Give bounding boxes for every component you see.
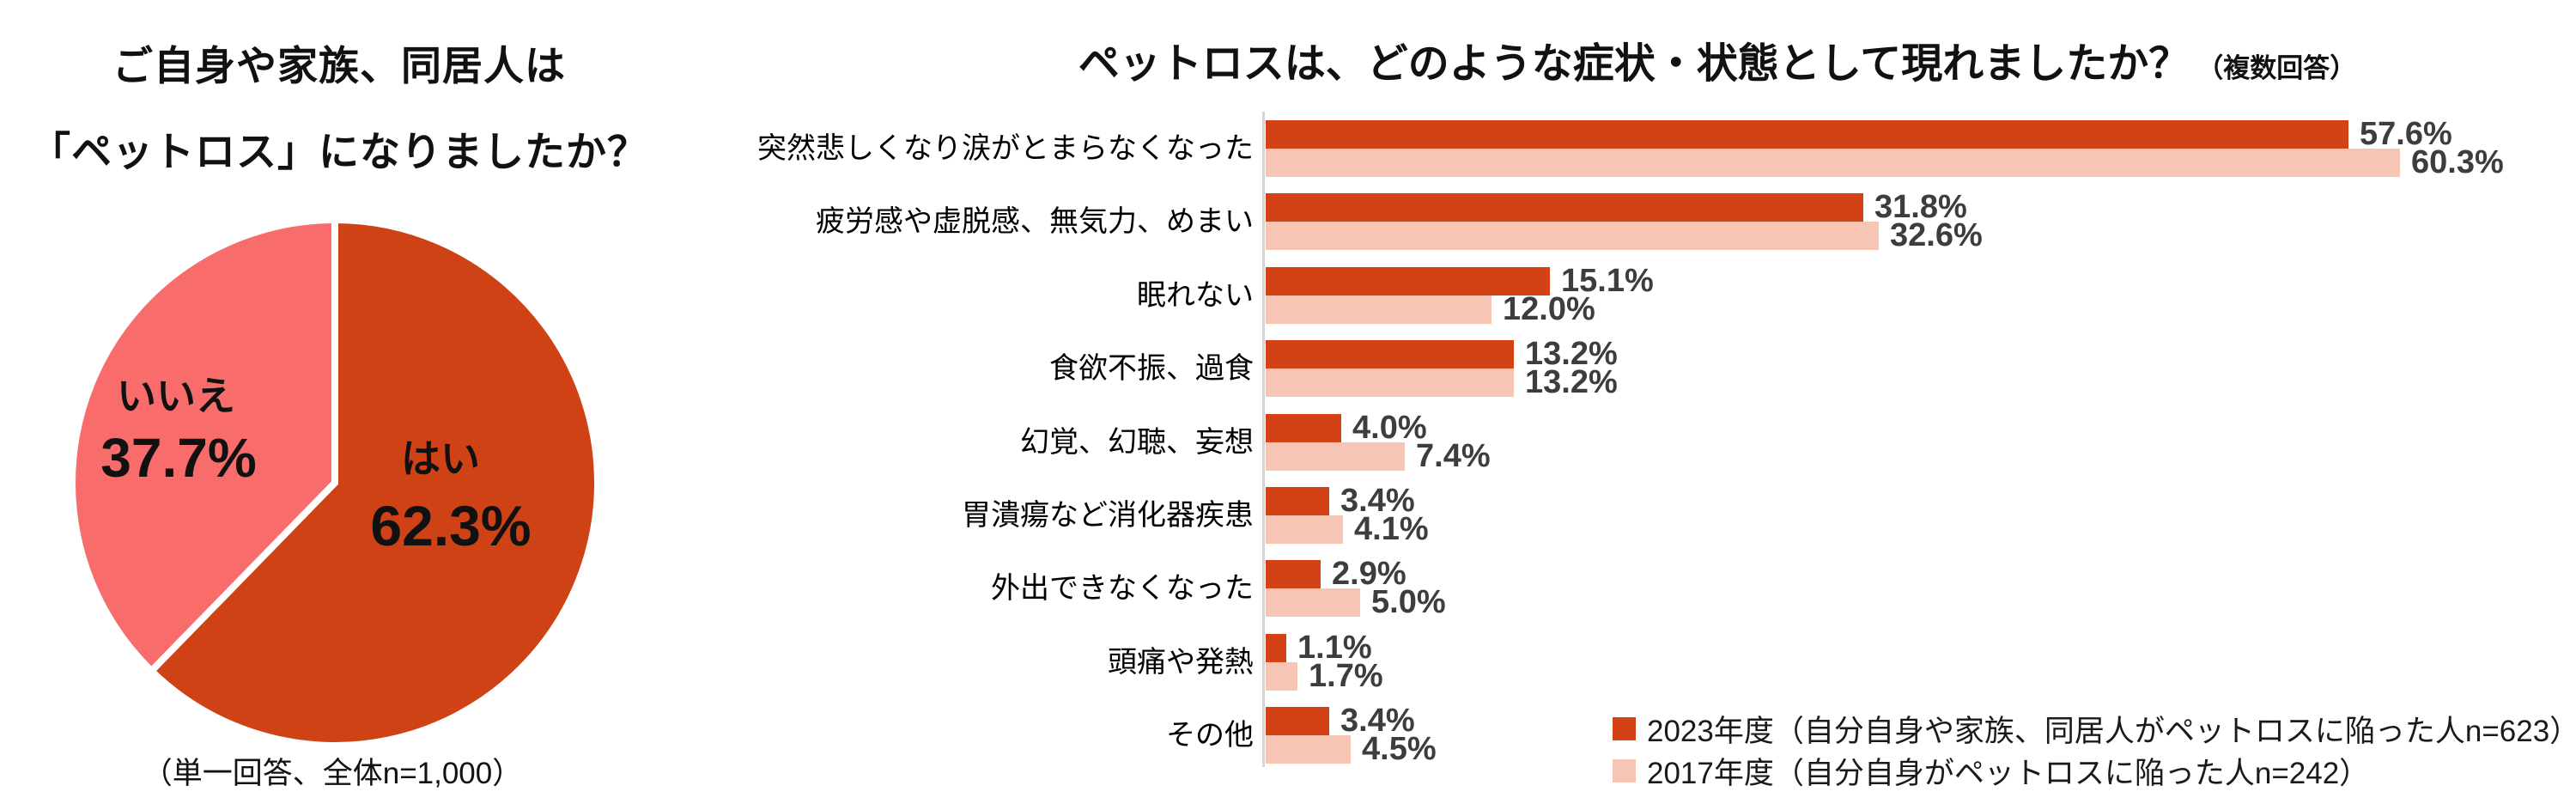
category-label: 外出できなくなった — [991, 572, 1254, 605]
value-label-2017: 4.5% — [1362, 731, 1437, 767]
legend-swatch-2023 — [1613, 716, 1636, 740]
bar-chart-title: ペットロスは、どのような症状・状態として現れましたか？ （複数回答） — [859, 29, 2576, 89]
bar-2017 — [1266, 588, 1360, 617]
value-label-2017: 4.1% — [1354, 511, 1429, 547]
bar-2023 — [1266, 267, 1550, 295]
bar-2017 — [1266, 368, 1514, 397]
value-label-2023: 13.2% — [1525, 336, 1618, 372]
category-label: その他 — [1166, 719, 1254, 752]
bar-2017 — [1266, 442, 1405, 471]
bar-2017 — [1266, 149, 2400, 177]
pie-slice-yes — [146, 216, 601, 749]
value-label-2023: 3.4% — [1340, 483, 1415, 519]
bar-2023 — [1266, 414, 1341, 442]
pie-slice-value-no: 37.7% — [100, 427, 257, 489]
bar-chart-title-text: ペットロスは、どのような症状・状態として現れましたか？ — [1078, 41, 2190, 87]
value-label-2023: 15.1% — [1561, 263, 1654, 299]
legend-label-2023: 2023年度（自分自身や家族、同居人がペットロスに陥った人n=623） — [1647, 714, 2576, 748]
category-label: 疲労感や虚脱感、無気力、めまい — [816, 205, 1254, 238]
category-label: 胃潰瘍など消化器疾患 — [962, 499, 1254, 532]
value-label-2023: 57.6% — [2360, 116, 2452, 152]
bar-2023 — [1266, 560, 1321, 588]
bar-2017 — [1266, 735, 1351, 764]
value-label-2023: 31.8% — [1874, 189, 1967, 225]
value-label-2017: 7.4% — [1416, 438, 1491, 474]
value-label-2017: 1.7% — [1309, 658, 1383, 694]
category-label: 食欲不振、過食 — [1049, 352, 1254, 385]
category-label: 幻覚、幻聴、妄想 — [1020, 426, 1254, 459]
pie-slice-no — [69, 216, 338, 676]
value-label-2017: 13.2% — [1525, 364, 1618, 400]
pie-title-line-2: 「ペットロス」になりましたか？ — [30, 129, 648, 174]
bar-2023 — [1266, 707, 1329, 735]
bar-2017 — [1266, 295, 1492, 324]
pie-slice-value-yes: 62.3% — [370, 494, 532, 557]
value-label-2017: 60.3% — [2411, 144, 2504, 180]
pie-chart — [69, 216, 601, 749]
value-label-2023: 4.0% — [1352, 410, 1427, 446]
category-label: 突然悲しくなり涙がとまらなくなった — [757, 132, 1254, 165]
category-label: 眠れない — [1137, 279, 1254, 312]
pie-slice-label-no: いいえ — [117, 374, 235, 418]
legend-label-2017: 2017年度（自分自身がペットロスに陥った人n=242） — [1647, 756, 2370, 790]
category-label: 頭痛や発熱 — [1108, 646, 1254, 679]
value-label-2017: 32.6% — [1890, 217, 1983, 253]
bar-2023 — [1266, 487, 1329, 515]
bar-2017 — [1266, 515, 1343, 544]
pie-title-line-1: ご自身や家族、同居人は — [112, 43, 566, 88]
value-label-2023: 1.1% — [1297, 630, 1372, 666]
legend-entry-2017: 2017年度（自分自身がペットロスに陥った人n=242） — [1613, 755, 2576, 790]
baseline-axis — [1262, 112, 1265, 767]
legend-entry-2023: 2023年度（自分自身や家族、同居人がペットロスに陥った人n=623） — [1613, 713, 2576, 748]
value-label-2023: 3.4% — [1340, 703, 1415, 739]
bar-2017 — [1266, 222, 1879, 250]
bar-2023 — [1266, 193, 1863, 222]
legend-swatch-2017 — [1613, 758, 1636, 783]
pie-sample-note: （単一回答、全体n=1,000） — [142, 757, 523, 790]
value-label-2017: 12.0% — [1503, 291, 1595, 327]
value-label-2017: 5.0% — [1371, 584, 1446, 620]
bar-2017 — [1266, 662, 1297, 691]
legend: 2023年度（自分自身や家族、同居人がペットロスに陥った人n=623） 2017… — [1613, 713, 2576, 797]
bar-2023 — [1266, 120, 2348, 149]
bar-chart-title-note: （複数回答） — [2196, 53, 2357, 83]
value-label-2023: 2.9% — [1332, 556, 1406, 592]
pie-slice-label-yes: はい — [401, 436, 480, 481]
bar-2023 — [1266, 634, 1286, 662]
bar-2023 — [1266, 340, 1514, 368]
